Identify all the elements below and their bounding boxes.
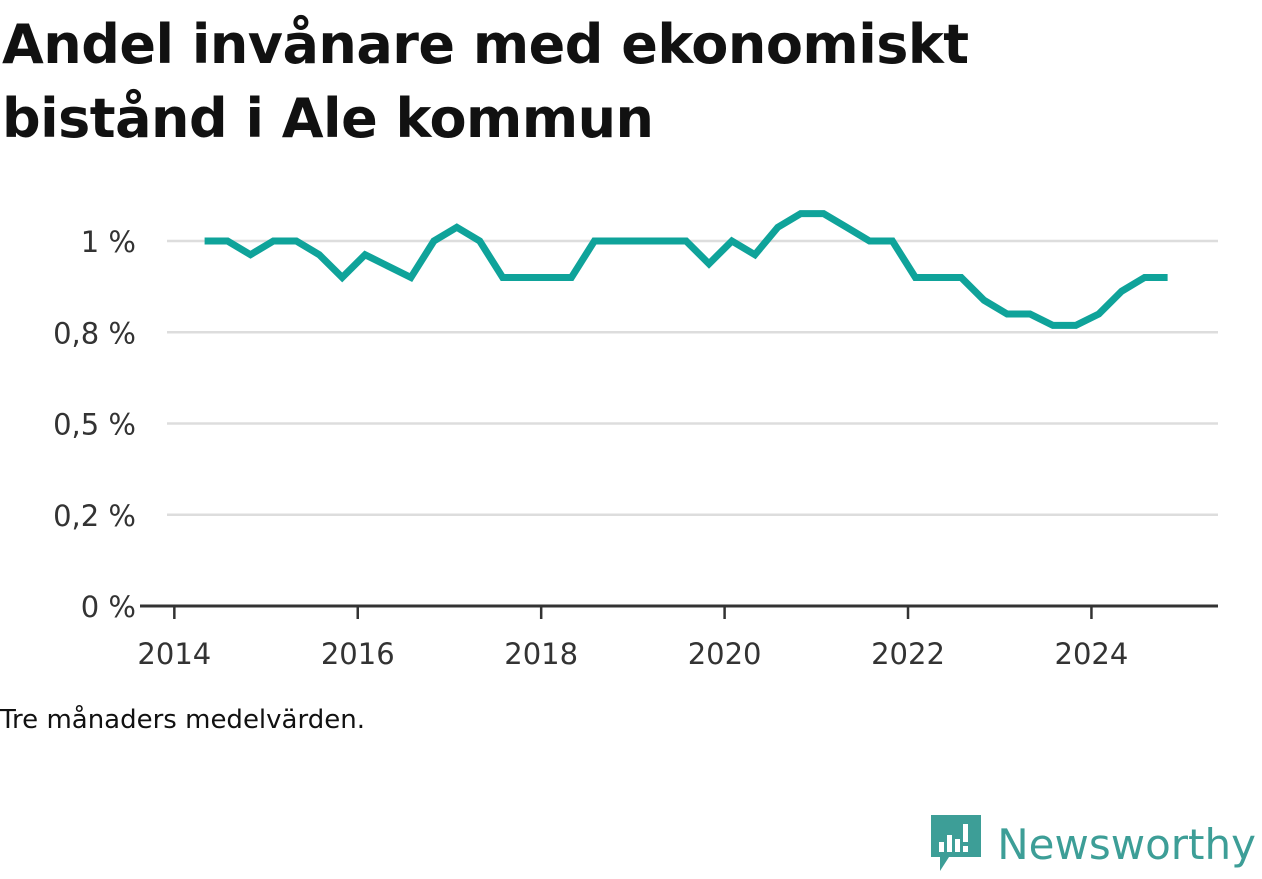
y-tick-label: 1 % <box>81 225 136 259</box>
x-tick-label: 2022 <box>871 637 945 671</box>
x-tick-label: 2024 <box>1055 637 1129 671</box>
y-tick-label: 0,5 % <box>53 408 136 442</box>
x-tick-label: 2014 <box>137 637 211 671</box>
grid-lines <box>167 239 1218 516</box>
x-tick-label: 2016 <box>321 637 395 671</box>
x-axis-ticks: 2014 2016 2018 2020 2022 2024 <box>137 606 1128 671</box>
chart-title: Andel invånare med ekonomiskt bistånd i … <box>2 13 969 150</box>
x-tick-label: 2018 <box>504 637 578 671</box>
y-axis-ticks: 0 % 0,2 % 0,5 % 0,8 % 1 % <box>53 225 136 624</box>
chart-note: Tre månaders medelvärden. <box>0 705 365 735</box>
series-line <box>204 210 1168 329</box>
y-tick-label: 0 % <box>81 590 136 624</box>
x-tick-label: 2020 <box>688 637 762 671</box>
newsworthy-chat-bars-icon <box>931 815 982 871</box>
y-tick-label: 0,8 % <box>53 316 136 350</box>
brand: Newsworthy <box>931 815 1256 873</box>
series-group <box>204 210 1168 329</box>
brand-name: Newsworthy <box>997 819 1256 869</box>
y-tick-label: 0,2 % <box>53 499 136 533</box>
